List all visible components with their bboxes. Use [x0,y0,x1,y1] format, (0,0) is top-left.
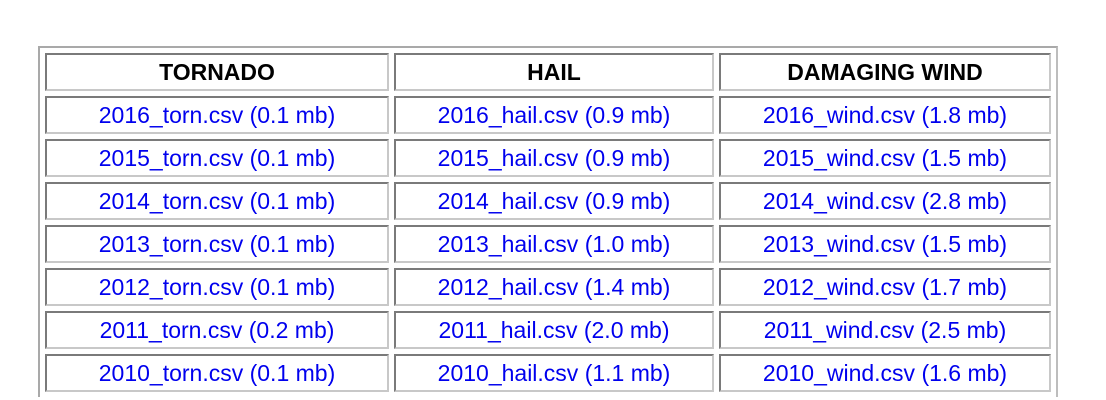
table-cell: 2013_torn.csv (0.1 mb) [45,225,389,263]
table-cell: 2014_wind.csv (2.8 mb) [719,182,1051,220]
table-cell: 2014_torn.csv (0.1 mb) [45,182,389,220]
table-cell: 2013_hail.csv (1.0 mb) [394,225,714,263]
wind-file-link-2011[interactable]: 2011_wind.csv (2.5 mb) [763,316,1007,343]
table-cell: 2013_wind.csv (1.5 mb) [719,225,1051,263]
downloads-table-container: TORNADO HAIL DAMAGING WIND 2016_torn.csv… [38,46,1058,397]
header-tornado: TORNADO [45,53,389,91]
tornado-file-link-2011[interactable]: 2011_torn.csv (0.2 mb) [99,316,335,343]
tornado-file-link-2013[interactable]: 2013_torn.csv (0.1 mb) [98,230,336,257]
tornado-file-link-2014[interactable]: 2014_torn.csv (0.1 mb) [98,187,336,214]
hail-file-link-2015[interactable]: 2015_hail.csv (0.9 mb) [437,144,671,171]
storm-data-downloads-table: TORNADO HAIL DAMAGING WIND 2016_torn.csv… [38,46,1058,397]
hail-file-link-2012[interactable]: 2012_hail.csv (1.4 mb) [437,273,671,300]
wind-file-link-2013[interactable]: 2013_wind.csv (1.5 mb) [762,230,1008,257]
table-cell: 2012_wind.csv (1.7 mb) [719,268,1051,306]
table-row: 2014_torn.csv (0.1 mb) 2014_hail.csv (0.… [45,182,1051,220]
table-row: 2010_torn.csv (0.1 mb) 2010_hail.csv (1.… [45,354,1051,392]
table-cell: 2011_torn.csv (0.2 mb) [45,311,389,349]
hail-file-link-2016[interactable]: 2016_hail.csv (0.9 mb) [437,101,671,128]
hail-file-link-2013[interactable]: 2013_hail.csv (1.0 mb) [437,230,671,257]
table-cell: 2012_hail.csv (1.4 mb) [394,268,714,306]
table-cell: 2011_wind.csv (2.5 mb) [719,311,1051,349]
tornado-file-link-2016[interactable]: 2016_torn.csv (0.1 mb) [98,101,336,128]
tornado-file-link-2012[interactable]: 2012_torn.csv (0.1 mb) [98,273,336,300]
table-cell: 2016_wind.csv (1.8 mb) [719,96,1051,134]
table-cell: 2015_torn.csv (0.1 mb) [45,139,389,177]
table-cell: 2010_wind.csv (1.6 mb) [719,354,1051,392]
hail-file-link-2011[interactable]: 2011_hail.csv (2.0 mb) [438,316,670,343]
table-cell: 2015_hail.csv (0.9 mb) [394,139,714,177]
table-cell: 2011_hail.csv (2.0 mb) [394,311,714,349]
hail-file-link-2010[interactable]: 2010_hail.csv (1.1 mb) [437,359,671,386]
table-row: 2011_torn.csv (0.2 mb) 2011_hail.csv (2.… [45,311,1051,349]
header-damaging-wind: DAMAGING WIND [719,53,1051,91]
header-hail: HAIL [394,53,714,91]
table-cell: 2014_hail.csv (0.9 mb) [394,182,714,220]
wind-file-link-2012[interactable]: 2012_wind.csv (1.7 mb) [762,273,1008,300]
tornado-file-link-2015[interactable]: 2015_torn.csv (0.1 mb) [98,144,336,171]
table-cell: 2010_torn.csv (0.1 mb) [45,354,389,392]
wind-file-link-2015[interactable]: 2015_wind.csv (1.5 mb) [762,144,1008,171]
table-cell: 2015_wind.csv (1.5 mb) [719,139,1051,177]
wind-file-link-2010[interactable]: 2010_wind.csv (1.6 mb) [762,359,1008,386]
table-cell: 2010_hail.csv (1.1 mb) [394,354,714,392]
table-row: 2013_torn.csv (0.1 mb) 2013_hail.csv (1.… [45,225,1051,263]
wind-file-link-2014[interactable]: 2014_wind.csv (2.8 mb) [762,187,1008,214]
wind-file-link-2016[interactable]: 2016_wind.csv (1.8 mb) [762,101,1008,128]
table-row: 2016_torn.csv (0.1 mb) 2016_hail.csv (0.… [45,96,1051,134]
table-cell: 2012_torn.csv (0.1 mb) [45,268,389,306]
table-cell: 2016_hail.csv (0.9 mb) [394,96,714,134]
table-row: 2015_torn.csv (0.1 mb) 2015_hail.csv (0.… [45,139,1051,177]
hail-file-link-2014[interactable]: 2014_hail.csv (0.9 mb) [437,187,671,214]
table-row: 2012_torn.csv (0.1 mb) 2012_hail.csv (1.… [45,268,1051,306]
tornado-file-link-2010[interactable]: 2010_torn.csv (0.1 mb) [98,359,336,386]
table-cell: 2016_torn.csv (0.1 mb) [45,96,389,134]
table-header-row: TORNADO HAIL DAMAGING WIND [45,53,1051,91]
